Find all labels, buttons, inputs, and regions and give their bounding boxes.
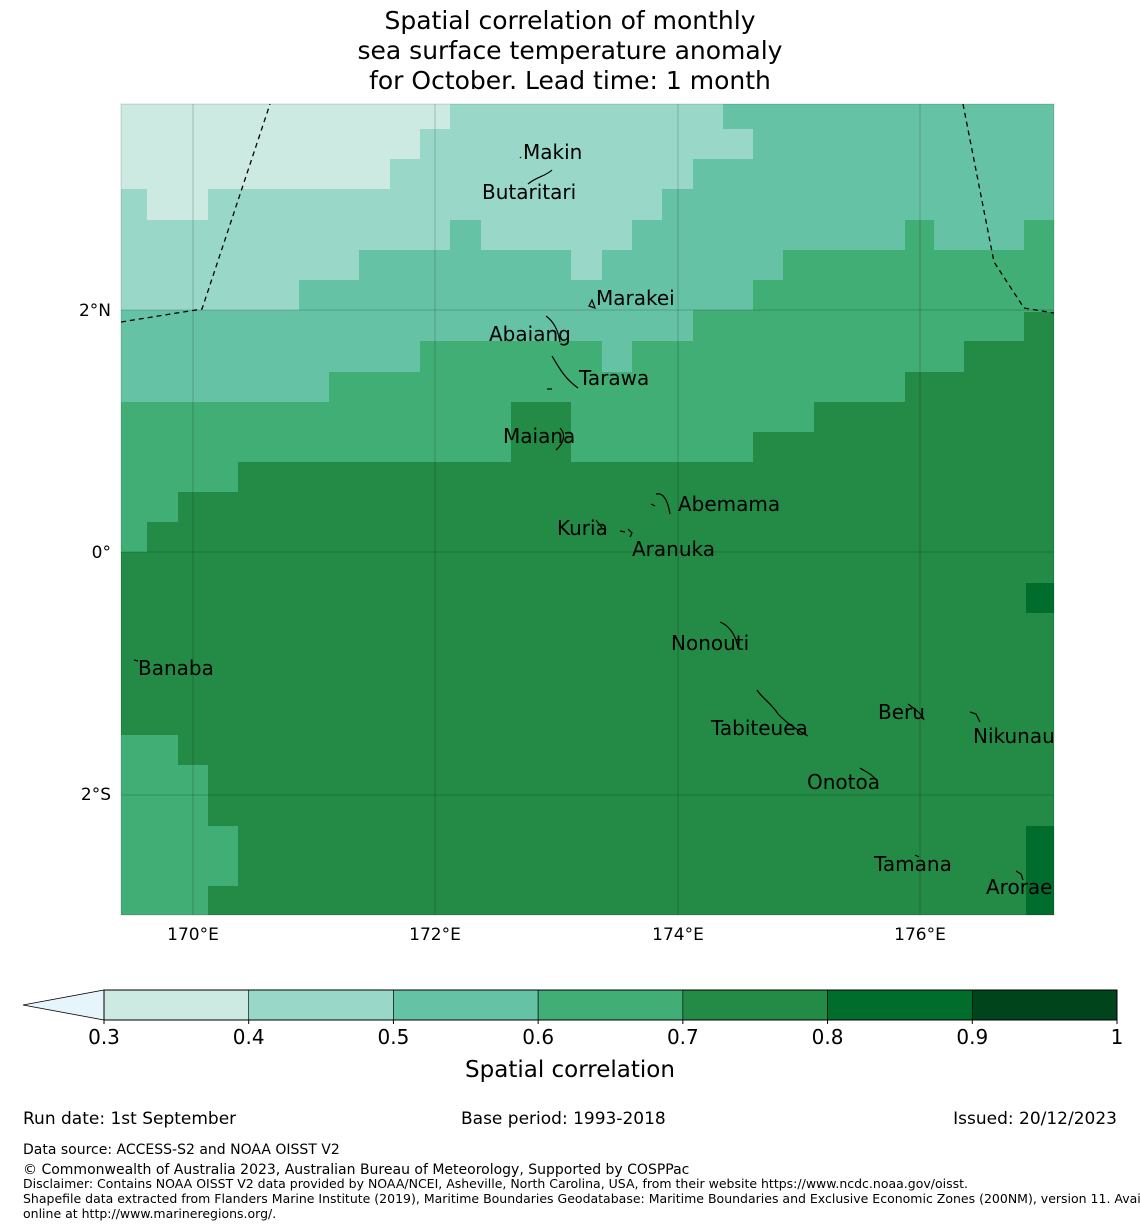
colorbar-tick-label: 0.6 bbox=[522, 1025, 554, 1049]
colorbar-under-arrow bbox=[22, 989, 105, 1021]
band-0.7-0.8-patch bbox=[511, 402, 571, 462]
label-kuria: Kuria bbox=[557, 516, 608, 540]
colorbar-segment bbox=[682, 989, 828, 1021]
colorbar-segment bbox=[248, 989, 394, 1021]
title-line-3: for October. Lead time: 1 month bbox=[369, 66, 771, 95]
colorbar-tick-label: 1 bbox=[1111, 1025, 1124, 1049]
colorbar-frame bbox=[103, 989, 1118, 1021]
island-labels: Makin Butaritari Marakei Abaiang Tarawa … bbox=[138, 140, 1055, 899]
label-butaritari: Butaritari bbox=[482, 180, 576, 204]
correlation-field bbox=[121, 104, 1054, 915]
map-title: Spatial correlation of monthly sea surfa… bbox=[0, 6, 1140, 96]
base-period: Base period: 1993-2018 bbox=[461, 1109, 666, 1129]
colorbar-tick-label: 0.3 bbox=[88, 1025, 120, 1049]
label-onotoa: Onotoa bbox=[807, 770, 880, 794]
gridlines bbox=[121, 104, 1054, 915]
title-line-1: Spatial correlation of monthly bbox=[384, 6, 756, 35]
label-makin: Makin bbox=[523, 140, 582, 164]
label-tarawa: Tarawa bbox=[578, 366, 649, 390]
colorbar: 0.3 0.4 0.5 0.6 0.7 0.8 0.9 1 Spatial correlati… bbox=[22, 989, 1123, 1083]
lon-label-174e: 174°E bbox=[652, 925, 704, 945]
title-line-2: sea surface temperature anomaly bbox=[357, 36, 783, 65]
lon-label-170e: 170°E bbox=[167, 925, 219, 945]
band-0.8-0.9-a bbox=[1026, 583, 1054, 613]
island-outlines bbox=[133, 156, 1024, 881]
lat-tick-labels: 2°N 0° 2°S bbox=[79, 301, 111, 805]
colorbar-tick-label: 0.9 bbox=[956, 1025, 988, 1049]
band-0.8-0.9-b bbox=[1026, 826, 1054, 915]
lat-label-0: 0° bbox=[92, 543, 111, 563]
shapefile-credit: Shapefile data extracted from Flanders M… bbox=[23, 1191, 1140, 1206]
lat-label-2n: 2°N bbox=[79, 301, 111, 321]
label-tamana: Tamana bbox=[873, 852, 952, 876]
shapefile-credit-url: online at http://www.marineregions.org/. bbox=[23, 1206, 277, 1221]
colorbar-tick-label: 0.5 bbox=[378, 1025, 410, 1049]
issued-date: Issued: 20/12/2023 bbox=[953, 1109, 1117, 1129]
colorbar-segment bbox=[393, 989, 539, 1021]
label-marakei: Marakei bbox=[596, 286, 675, 310]
label-maiana: Maiana bbox=[503, 424, 575, 448]
lon-label-172e: 172°E bbox=[409, 925, 461, 945]
colorbar-segment bbox=[537, 989, 684, 1021]
label-abemama: Abemama bbox=[678, 492, 780, 516]
label-nonouti: Nonouti bbox=[671, 631, 749, 655]
label-tabiteuea: Tabiteuea bbox=[710, 716, 808, 740]
colorbar-segment bbox=[971, 989, 1118, 1021]
eez-boundary bbox=[121, 104, 1054, 323]
disclaimer: Disclaimer: Contains NOAA OISST V2 data … bbox=[23, 1176, 968, 1191]
label-abaiang: Abaiang bbox=[489, 322, 571, 346]
lat-label-2s: 2°S bbox=[81, 785, 111, 805]
colorbar-label: Spatial correlation bbox=[465, 1057, 675, 1083]
run-date: Run date: 1st September bbox=[23, 1109, 237, 1129]
data-source: Data source: ACCESS-S2 and NOAA OISST V2 bbox=[23, 1142, 340, 1158]
label-aranuka: Aranuka bbox=[632, 537, 715, 561]
colorbar-ticks: 0.3 0.4 0.5 0.6 0.7 0.8 0.9 1 bbox=[88, 1020, 1123, 1049]
colorbar-segments bbox=[103, 989, 1118, 1021]
label-banaba: Banaba bbox=[138, 656, 214, 680]
colorbar-tick-label: 0.7 bbox=[667, 1025, 699, 1049]
colorbar-segment bbox=[103, 989, 250, 1021]
colorbar-tick-label: 0.4 bbox=[233, 1025, 265, 1049]
band-0.6-0.7-south bbox=[121, 735, 238, 915]
colorbar-segment bbox=[827, 989, 973, 1021]
colorbar-tick-label: 0.8 bbox=[812, 1025, 844, 1049]
copyright: © Commonwealth of Australia 2023, Austra… bbox=[23, 1162, 690, 1178]
band-0.3-0.4 bbox=[121, 104, 450, 220]
map-frame bbox=[120, 103, 1055, 916]
lon-label-176e: 176°E bbox=[894, 925, 946, 945]
lon-tick-labels: 170°E 172°E 174°E 176°E bbox=[167, 925, 946, 945]
label-nikunau: Nikunau bbox=[973, 724, 1055, 748]
label-beru: Beru bbox=[878, 700, 925, 724]
label-arorae: Arorae bbox=[986, 875, 1052, 899]
